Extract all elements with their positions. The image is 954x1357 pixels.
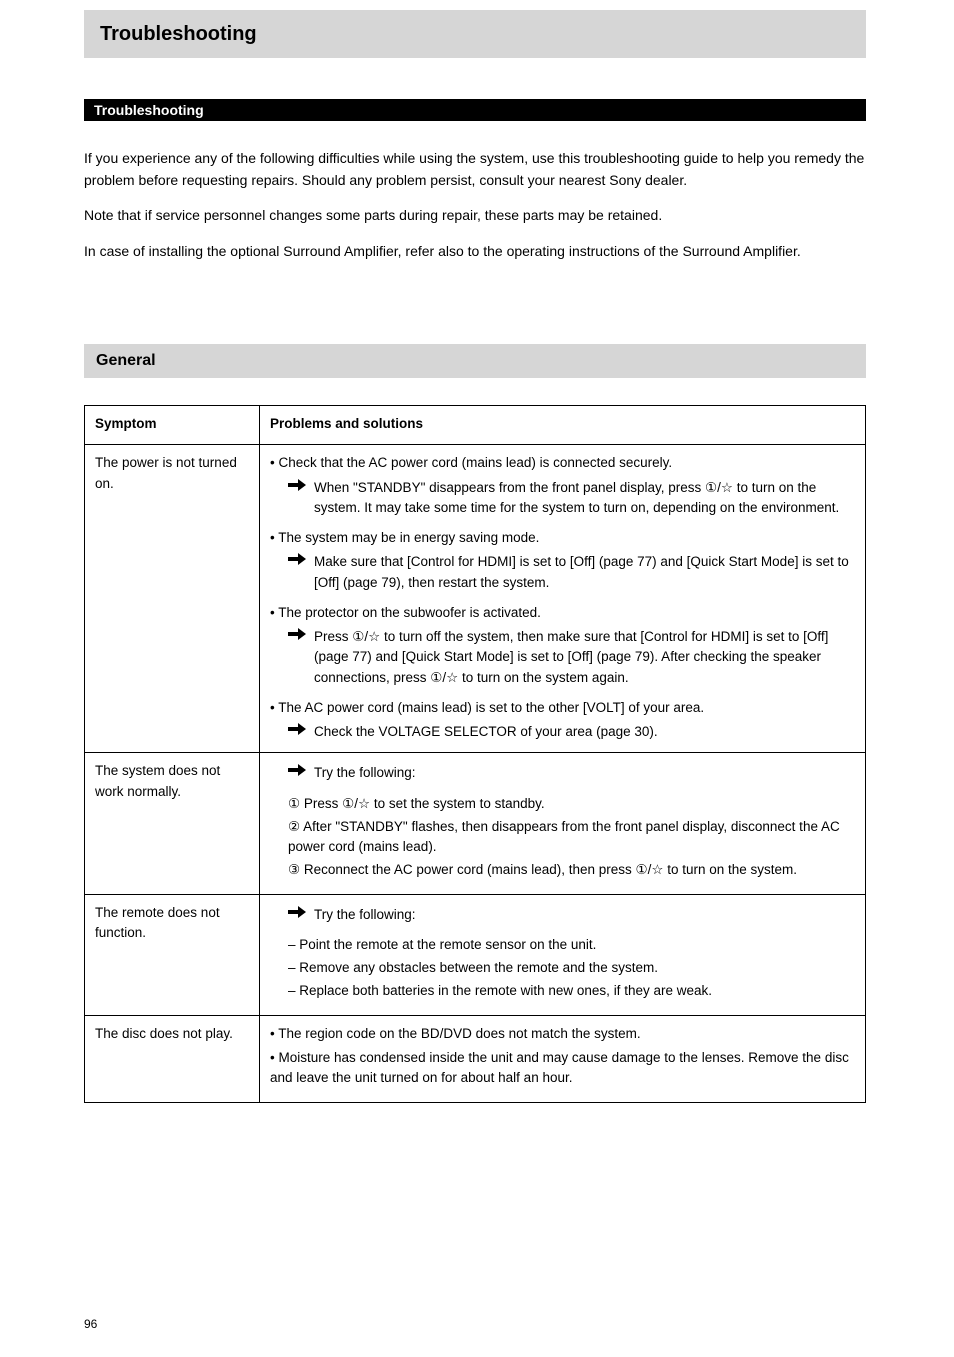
- solution-item: Try the following:: [288, 763, 855, 783]
- symptom-cell: The system does not work normally.: [85, 753, 260, 894]
- cause-item: The AC power cord (mains lead) is set to…: [270, 698, 855, 718]
- arrow-icon: [288, 764, 306, 776]
- solution-item: Press ①/☆ to turn off the system, then m…: [288, 627, 855, 688]
- table-row: The remote does not function.Try the fol…: [85, 894, 866, 1015]
- arrow-icon: [288, 479, 306, 491]
- solution-item: Try the following:: [288, 905, 855, 925]
- subsection-bar: General: [84, 344, 866, 378]
- solution-item: When "STANDBY" disappears from the front…: [288, 478, 855, 519]
- table-header: Problems and solutions: [260, 406, 866, 445]
- arrow-icon: [288, 723, 306, 735]
- table-row: The power is not turned on. Check that th…: [85, 445, 866, 753]
- cause-item: Check that the AC power cord (mains lead…: [270, 453, 855, 473]
- step-item: – Point the remote at the remote sensor …: [288, 935, 855, 955]
- arrow-icon: [288, 906, 306, 918]
- solution-item: Check the VOLTAGE SELECTOR of your area …: [288, 722, 855, 742]
- cause-item: The system may be in energy saving mode.: [270, 528, 855, 548]
- intro-paragraph: If you experience any of the following d…: [84, 148, 866, 263]
- table-row: The system does not work normally.Try th…: [85, 753, 866, 894]
- solution-cell: Try the following: ① Press ①/☆ to set the…: [260, 753, 866, 894]
- page-number: 96: [84, 1317, 97, 1331]
- solution-item: Make sure that [Control for HDMI] is set…: [288, 552, 855, 593]
- cause-item: Moisture has condensed inside the unit a…: [270, 1048, 855, 1089]
- solution-cell: Check that the AC power cord (mains lead…: [260, 445, 866, 753]
- arrow-icon: [288, 628, 306, 640]
- cause-item: The region code on the BD/DVD does not m…: [270, 1024, 855, 1044]
- chapter-header: Troubleshooting: [84, 10, 866, 58]
- section-black-bar: Troubleshooting: [84, 99, 866, 121]
- table-header: Symptom: [85, 406, 260, 445]
- intro-line: Note that if service personnel changes s…: [84, 205, 866, 227]
- step-item: – Remove any obstacles between the remot…: [288, 958, 855, 978]
- solution-cell: The region code on the BD/DVD does not m…: [260, 1015, 866, 1103]
- cause-item: The protector on the subwoofer is activa…: [270, 603, 855, 623]
- step-item: ① Press ①/☆ to set the system to standby…: [288, 794, 855, 814]
- arrow-icon: [288, 553, 306, 565]
- step-item: ③ Reconnect the AC power cord (mains lea…: [288, 860, 855, 880]
- intro-line: In case of installing the optional Surro…: [84, 241, 866, 263]
- table-row: The disc does not play. The region code o…: [85, 1015, 866, 1103]
- symptom-cell: The remote does not function.: [85, 894, 260, 1015]
- intro-line: If you experience any of the following d…: [84, 148, 866, 191]
- step-item: – Replace both batteries in the remote w…: [288, 981, 855, 1001]
- symptom-cell: The disc does not play.: [85, 1015, 260, 1103]
- symptom-cell: The power is not turned on.: [85, 445, 260, 753]
- troubleshooting-table: SymptomProblems and solutionsThe power i…: [84, 405, 866, 1103]
- step-item: ② After "STANDBY" flashes, then disappea…: [288, 817, 855, 858]
- solution-cell: Try the following: – Point the remote at …: [260, 894, 866, 1015]
